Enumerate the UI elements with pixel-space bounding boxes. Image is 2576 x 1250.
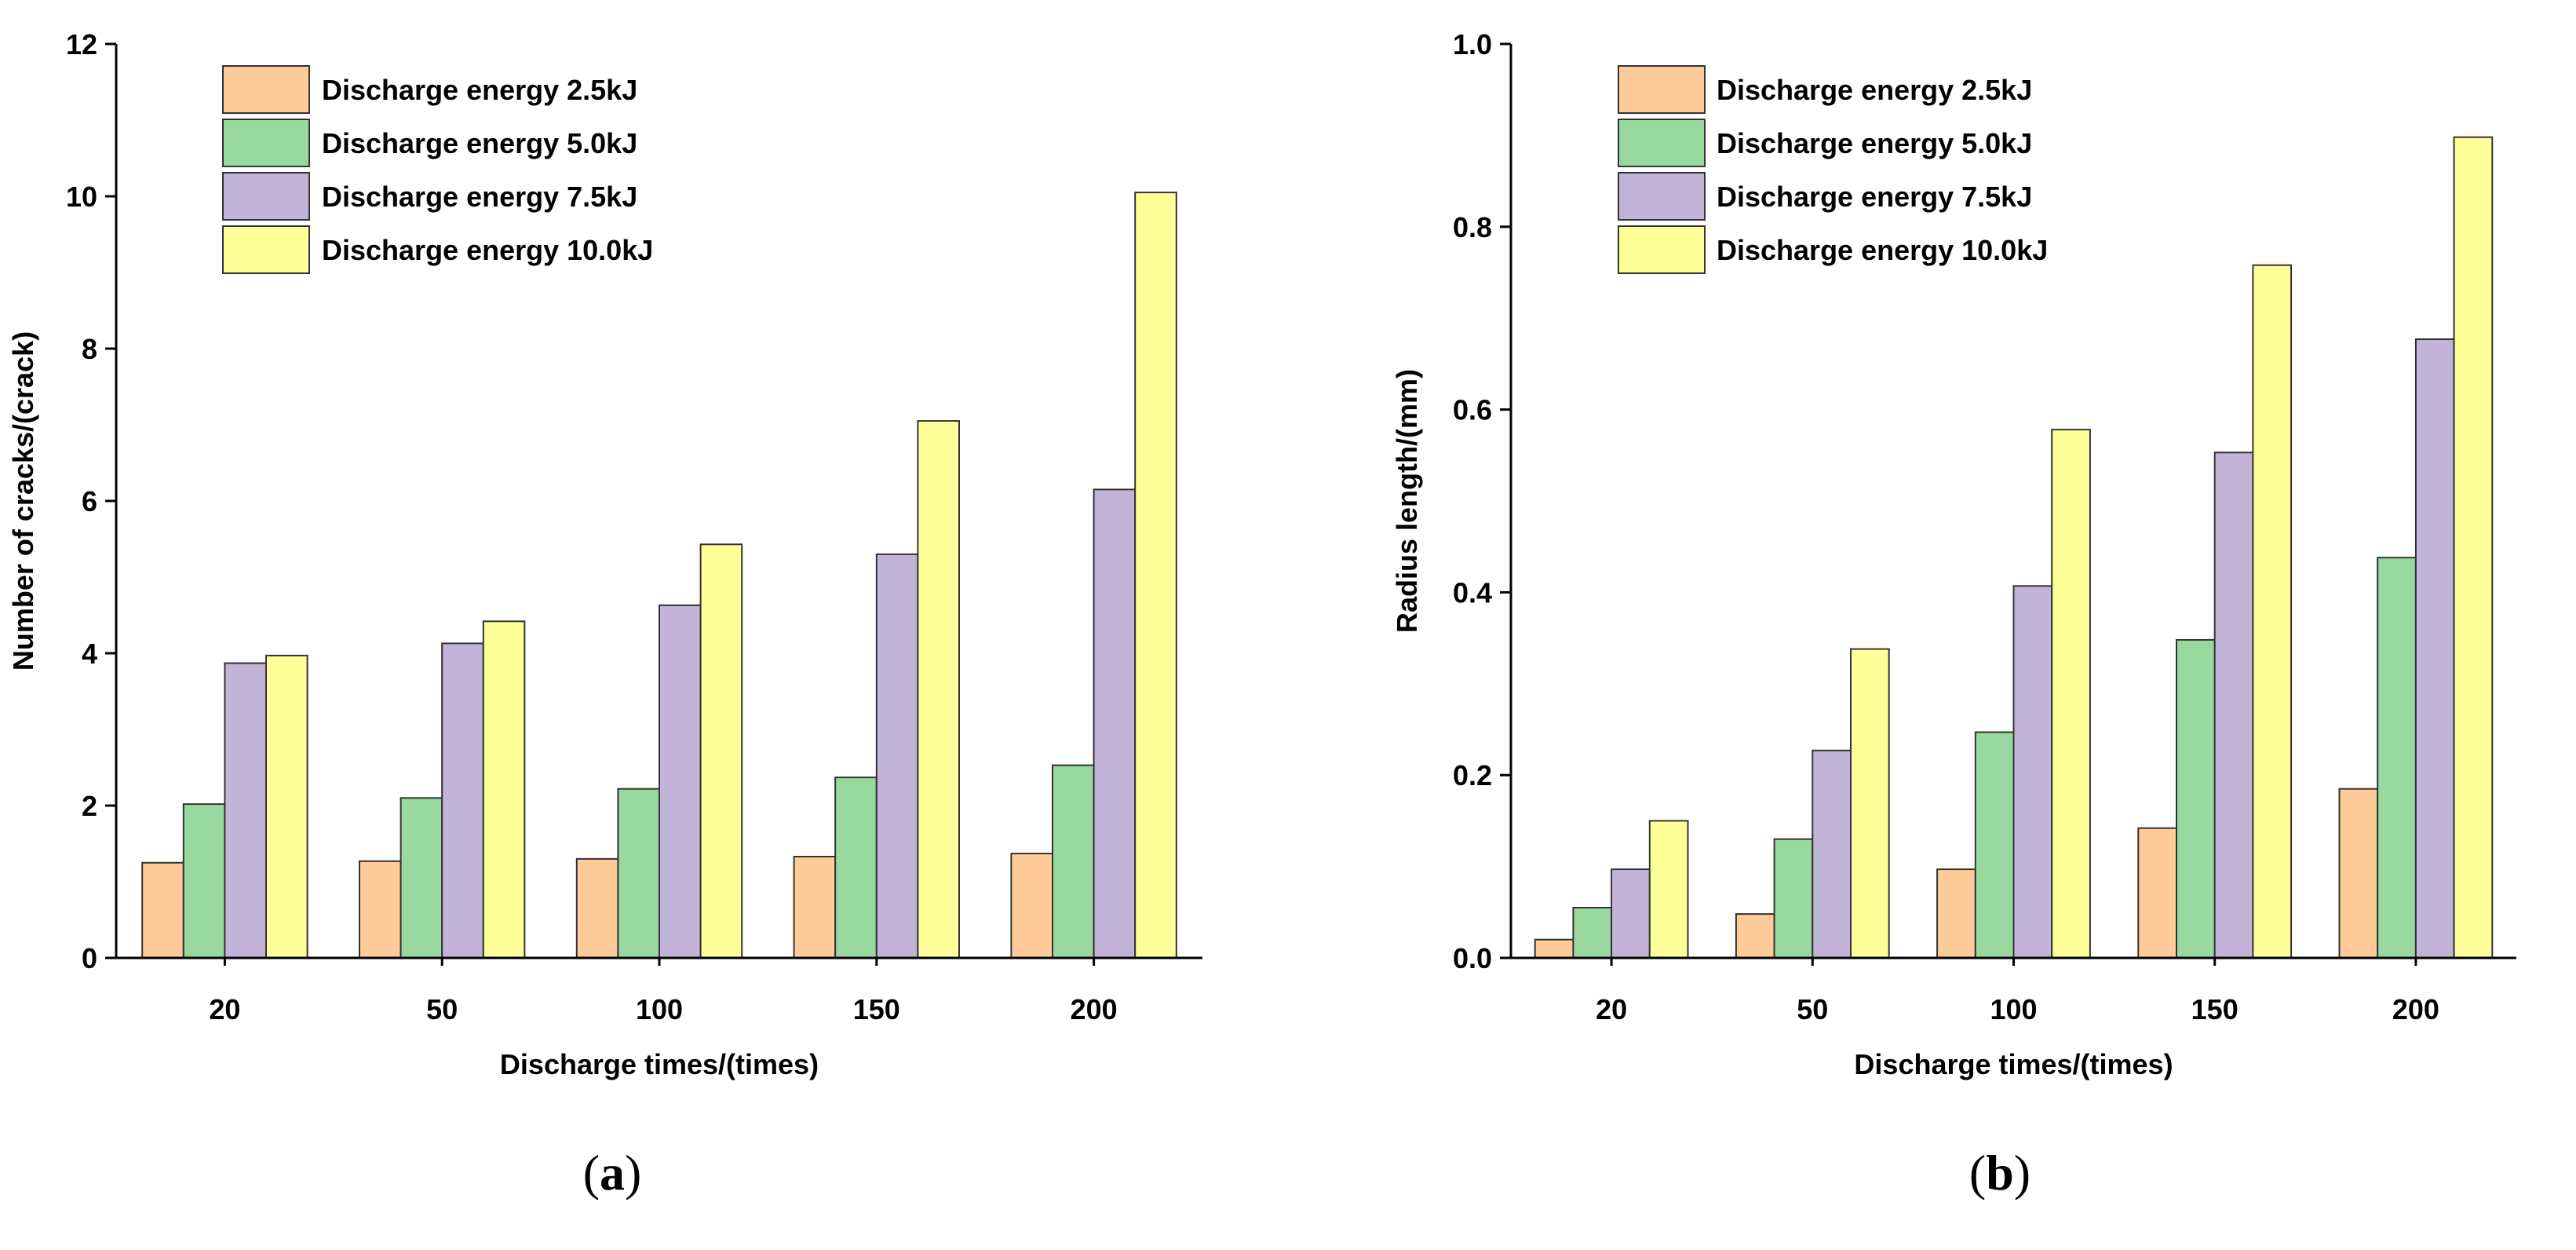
bar-200-series-2 [2377,557,2417,959]
y-tick-label: 0.0 [1453,942,1492,974]
x-tick-label: 150 [2191,993,2238,1025]
legend-swatch [222,225,310,274]
y-tick-label: 10 [66,181,97,213]
bar-20-series-3 [1611,868,1651,959]
bar-200-series-3 [2414,338,2455,959]
bar-100-series-3 [659,604,702,959]
panel-label-part: ) [625,1145,641,1201]
x-tick-label: 200 [2392,993,2439,1025]
x-tick-label: 20 [1596,993,1627,1025]
bar-100-series-2 [1974,731,2015,959]
legend-swatch [1618,172,1706,221]
y-axis-label: Number of cracks/(crack) [7,331,39,671]
legend-entry-label: Discharge energy 10.0kJ [322,234,653,266]
bar-50-series-3 [441,642,484,959]
bar-50-series-1 [1735,913,1775,959]
y-tick-label: 2 [82,790,97,822]
bar-100-series-3 [2012,585,2053,959]
bar-50-series-4 [482,620,526,959]
bar-150-series-2 [2176,638,2216,959]
chart-panel-b: 0.0 0.2 0.4 0.6 0.8 1.0 20 50 100 150 200 Discharge… [1391,28,2516,1201]
y-axis-label: Radius length/(mm) [1391,369,1423,633]
y-tick-label: 1.0 [1453,28,1492,60]
panel-label-part: b [1986,1145,2014,1201]
y-tick-label: 0 [82,942,97,974]
bar-150-series-3 [875,553,919,959]
bar-100-series-1 [575,857,619,959]
legend: Discharge energy 2.5kJ Discharge energy 5… [222,65,653,274]
legend-entry-label: Discharge energy 2.5kJ [322,74,637,106]
bar-100-series-2 [617,788,661,959]
x-tick-label: 50 [1797,993,1828,1025]
legend-entry-label: Discharge energy 2.5kJ [1717,74,2032,106]
bar-200-series-1 [2338,788,2379,959]
bar-150-series-4 [917,420,961,959]
legend-entry-label: Discharge energy 5.0kJ [1717,127,2032,159]
bar-200-series-4 [1134,192,1177,959]
y-tick-label: 8 [82,333,97,365]
y-tick-label: 12 [66,28,97,60]
chart-panel-a: 0 2 4 6 8 10 12 20 50 100 150 200 Discharge times/(t… [7,28,1202,1201]
bar-20-series-1 [141,861,184,959]
panel-label-part: a [600,1145,625,1201]
bar-150-series-3 [2213,451,2254,959]
bar-150-series-2 [834,777,878,959]
bar-150-series-1 [2137,827,2178,959]
panel-label-part: ( [583,1145,600,1201]
x-tick-label: 200 [1071,993,1118,1025]
legend-entry-label: Discharge energy 5.0kJ [322,127,637,159]
x-tick-label: 50 [426,993,458,1025]
bar-20-series-2 [1572,907,1613,959]
legend-swatch [1618,65,1706,114]
panel-label: (b) [1969,1145,2031,1201]
bar-50-series-4 [1850,648,1890,959]
bar-50-series-2 [1773,838,1814,959]
bar-200-series-3 [1093,488,1137,959]
bar-100-series-1 [1936,868,1976,959]
panel-label-part: ( [1969,1145,1986,1201]
panel-label: (a) [583,1145,642,1201]
bar-150-series-1 [793,856,837,959]
bar-200-series-2 [1052,764,1095,959]
bar-200-series-4 [2453,136,2494,959]
y-tick-label: 0.8 [1453,211,1492,243]
y-tick-label: 6 [82,485,97,517]
y-tick-label: 0.6 [1453,394,1492,426]
panel-label-part: ) [2014,1145,2031,1201]
legend-swatch [222,65,310,114]
legend-swatch [222,119,310,167]
bar-20-series-4 [1648,820,1689,959]
bar-50-series-1 [359,860,402,959]
legend-swatch [1618,225,1706,274]
legend-entry-label: Discharge energy 7.5kJ [322,181,637,213]
x-tick-label: 100 [1990,993,2037,1025]
bar-50-series-2 [400,797,443,959]
bars [141,192,1177,959]
legend-swatch [222,172,310,221]
y-tick-label: 0.4 [1453,576,1492,609]
bar-20-series-2 [182,803,226,959]
legend-entry-label: Discharge energy 7.5kJ [1717,181,2032,213]
bar-100-series-4 [2051,429,2091,959]
legend-swatch [1618,119,1706,167]
bars [1534,136,2494,959]
legend: Discharge energy 2.5kJ Discharge energy 5… [1618,65,2048,274]
bar-20-series-1 [1534,938,1574,959]
bar-20-series-3 [224,662,267,959]
y-tick-label: 4 [82,638,97,670]
bar-150-series-4 [2252,264,2293,959]
bar-20-series-4 [265,654,308,959]
bar-200-series-1 [1010,853,1054,959]
x-tick-label: 20 [209,993,240,1025]
bar-100-series-4 [699,543,743,959]
x-axis-label: Discharge times/(times) [500,1048,819,1080]
y-tick-label: 0.2 [1453,759,1492,791]
x-tick-label: 150 [853,993,900,1025]
legend-entry-label: Discharge energy 10.0kJ [1717,234,2048,266]
bar-50-series-3 [1812,749,1852,959]
x-axis-label: Discharge times/(times) [1854,1048,2173,1080]
x-tick-label: 100 [636,993,683,1025]
